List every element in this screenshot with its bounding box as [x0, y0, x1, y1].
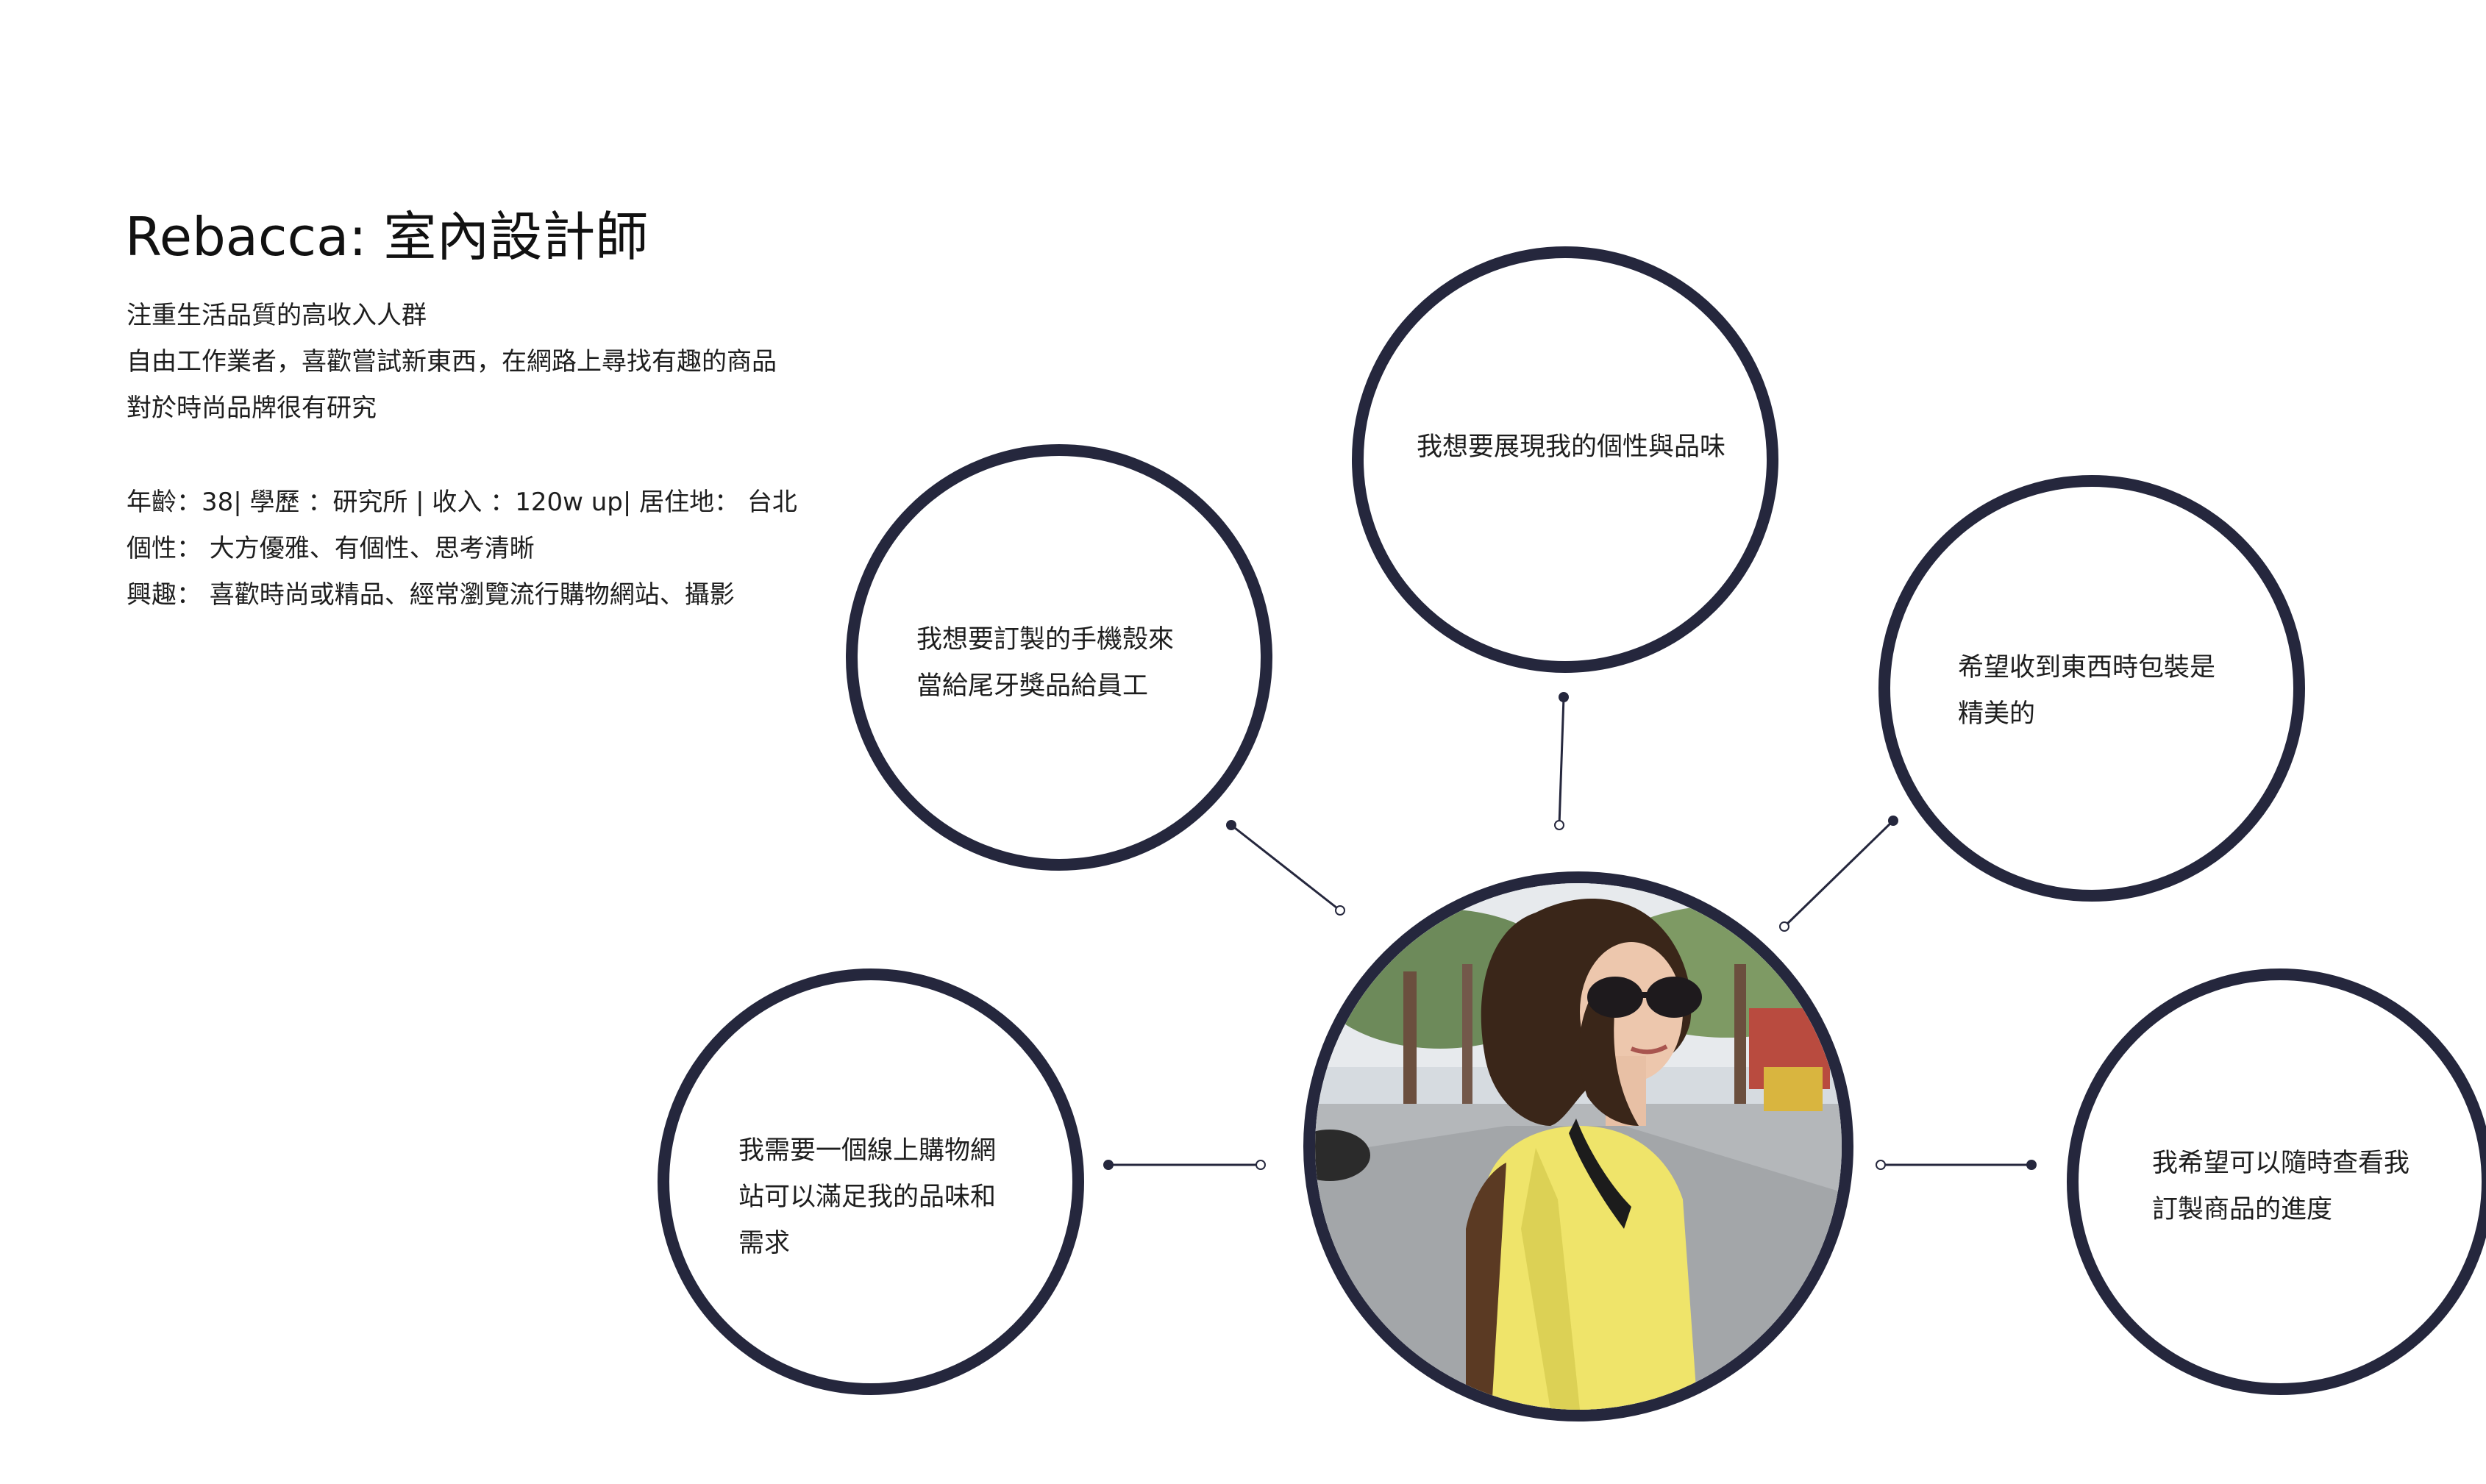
description-line: 對於時尚品牌很有研究	[127, 393, 377, 423]
connector-upper-left	[1230, 824, 1341, 912]
connector-upper-right	[1783, 819, 1895, 928]
connector-end	[1554, 820, 1564, 830]
need-bubble-lower-left: 我需要一個線上購物網 站可以滿足我的品味和 需求	[658, 968, 1084, 1395]
description-line: 注重生活品質的高收入人群	[127, 301, 427, 330]
connector-dot	[1103, 1160, 1114, 1170]
need-bubble-upper-left: 我想要訂製的手機殼來 當給尾牙獎品給員工	[846, 444, 1272, 871]
need-bubble-top: 我想要展現我的個性與品味	[1352, 246, 1778, 673]
need-bubble-upper-right: 希望收到東西時包裝是 精美的	[1878, 475, 2305, 902]
connector-dot	[1559, 692, 1569, 702]
persona-photo	[1303, 871, 1853, 1421]
connector-top	[1558, 696, 1565, 826]
need-text-top: 我想要展現我的個性與品味	[1417, 432, 1726, 462]
connector-dot	[1226, 820, 1236, 830]
stats-line-personality: 個性： 大方優雅、有個性、思考清晰	[127, 534, 535, 563]
connector-end	[1256, 1160, 1266, 1170]
connector-dot	[2026, 1160, 2037, 1170]
persona-stats: 年齡：38| 學歷 ：研究所 | 收入 ：120w up| 居住地： 台北 個性…	[127, 479, 797, 618]
need-text-lower-left: 我需要一個線上購物網 站可以滿足我的品味和 需求	[738, 1136, 997, 1258]
persona-description: 注重生活品質的高收入人群 自由工作業者，喜歡嘗試新東西，在網路上尋找有趣的商品 …	[127, 293, 777, 432]
persona-title: Rebacca: 室內設計師	[125, 206, 649, 268]
stats-line-profile: 年齡：38| 學歷 ：研究所 | 收入 ：120w up| 居住地： 台北	[127, 488, 797, 517]
need-text-lower-right: 我希望可以隨時查看我 訂製商品的進度	[2152, 1149, 2410, 1224]
need-bubble-lower-right: 我希望可以隨時查看我 訂製商品的進度	[2067, 968, 2486, 1395]
connector-end	[1335, 905, 1345, 916]
connector-end	[1876, 1160, 1886, 1170]
description-line: 自由工作業者，喜歡嘗試新東西，在網路上尋找有趣的商品	[127, 347, 777, 377]
stats-line-interests: 興趣： 喜歡時尚或精品、經常瀏覽流行購物網站、攝影	[127, 580, 735, 610]
need-text-upper-right: 希望收到東西時包裝是 精美的	[1958, 653, 2216, 729]
persona-photo-illustration	[1315, 883, 1842, 1410]
connector-end	[1779, 921, 1789, 932]
need-text-upper-left: 我想要訂製的手機殼來 當給尾牙獎品給員工	[916, 625, 1175, 701]
connector-dot	[1888, 816, 1898, 826]
